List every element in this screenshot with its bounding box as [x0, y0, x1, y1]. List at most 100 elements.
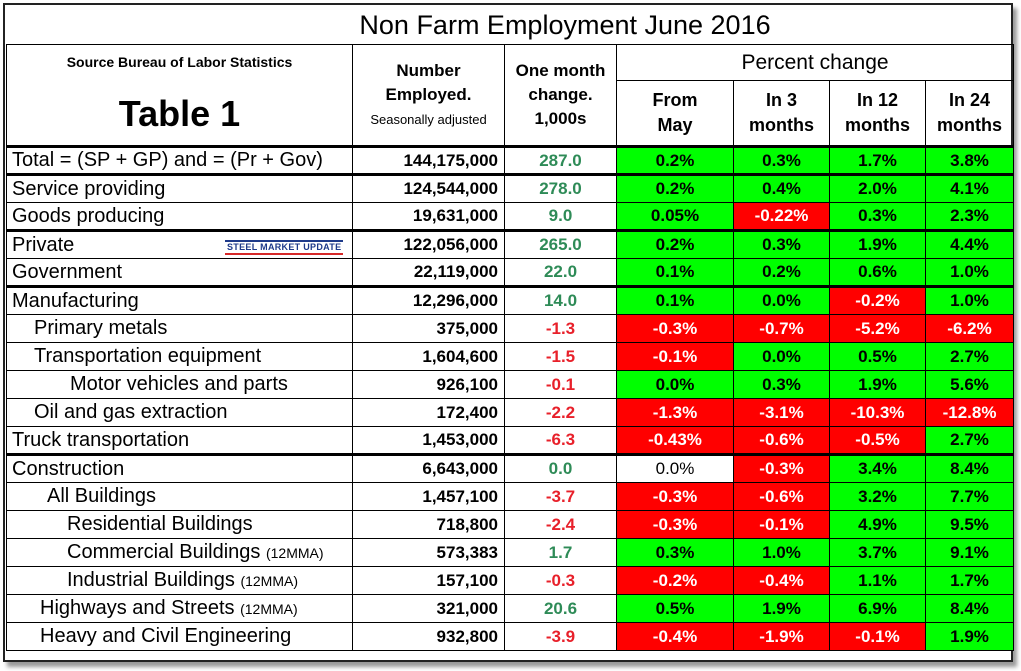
row-note: (12MMA)	[240, 601, 298, 617]
pct-12-months: 3.7%	[829, 538, 926, 567]
pct-3-months: 1.0%	[733, 538, 830, 567]
pct-12-months: -0.2%	[829, 285, 926, 315]
pct-24-months: 1.7%	[924, 566, 1015, 595]
in-3-months-header: In 3 months	[733, 80, 830, 147]
one-month-change-value: 287.0	[504, 145, 617, 175]
row-name: Service providing	[12, 177, 166, 200]
pct-from-may: 0.2%	[616, 229, 734, 259]
row-name: Industrial Buildings	[67, 569, 235, 591]
row-name: Private	[12, 233, 75, 256]
row-name: Construction	[12, 457, 125, 480]
table-row: Construction 6,643,000 0.0 0.0% -0.3% 3.4% 8.4…	[6, 453, 1015, 483]
pct-from-may: 0.2%	[616, 173, 734, 203]
pct-from-may: 0.1%	[616, 285, 734, 315]
in24-line2: months	[937, 115, 1003, 135]
source-note: Source Bureau of Labor Statistics	[66, 54, 293, 70]
row-name: Motor vehicles and parts	[70, 373, 288, 395]
pct-24-months: 1.0%	[924, 285, 1015, 315]
row-name-cell: Transportation equipment	[6, 342, 353, 371]
employed-value: 1,453,000	[352, 426, 505, 455]
table-row: Government 22,119,000 22.0 0.1% 0.2% 0.6% 1.0%	[6, 258, 1015, 287]
employed-value: 718,800	[352, 510, 505, 539]
pct-from-may: 0.0%	[616, 453, 734, 483]
table-row: Transportation equipment 1,604,600 -1.5 -0.…	[6, 342, 1015, 371]
row-name: All Buildings	[47, 485, 156, 507]
row-name-cell: Residential Buildings	[6, 510, 353, 539]
pct-12-months: -5.2%	[829, 314, 926, 343]
row-note: (12MMA)	[265, 545, 324, 561]
pct-24-months: 3.8%	[924, 145, 1015, 175]
pct-24-months: 2.3%	[924, 202, 1015, 231]
pct-24-months: 7.7%	[924, 482, 1015, 511]
one-month-change-value: -2.4	[504, 510, 617, 539]
employed-value: 932,800	[352, 622, 505, 651]
in3-line2: months	[749, 115, 814, 135]
pct-12-months: -0.1%	[829, 622, 926, 651]
pct-24-months: 8.4%	[924, 453, 1015, 483]
row-name: Oil and gas extraction	[34, 401, 228, 423]
pct-from-may: -1.3%	[616, 398, 734, 427]
pct-3-months: -0.6%	[733, 426, 830, 455]
row-name: Total = (SP + GP) and = (Pr + Gov)	[12, 149, 323, 172]
table-row: Primary metals 375,000 -1.3 -0.3% -0.7% -5.2%…	[6, 314, 1015, 343]
employed-value: 6,643,000	[352, 453, 505, 483]
employed-value: 144,175,000	[352, 145, 505, 175]
pct-12-months: -0.5%	[829, 426, 926, 455]
pct-3-months: -0.22%	[733, 202, 830, 231]
pct-24-months: 5.6%	[924, 370, 1015, 399]
pct-3-months: 0.4%	[733, 173, 830, 203]
number-header-line1: Number	[396, 60, 461, 80]
table-row: Service providing 124,544,000 278.0 0.2% 0.4…	[6, 173, 1015, 203]
change-header-line3: 1,000s	[534, 109, 587, 128]
pct-3-months: 0.3%	[733, 370, 830, 399]
row-name-cell: Private STEEL MARKET UPDATE	[6, 229, 353, 259]
row-note: (12MMA)	[240, 573, 298, 589]
table-row: Commercial Buildings (12MMA) 573,383 1.7 0.…	[6, 538, 1015, 567]
row-name: Highways and Streets	[40, 597, 235, 619]
row-name-cell: Manufacturing	[6, 285, 353, 315]
change-header-line1: One month	[515, 61, 606, 80]
table-row: Motor vehicles and parts 926,100 -0.1 0.0% 0…	[6, 370, 1015, 399]
one-month-change-value: 265.0	[504, 229, 617, 259]
number-header-line2: Employed.	[385, 84, 472, 104]
one-month-change-value: 9.0	[504, 202, 617, 231]
pct-24-months: 4.4%	[924, 229, 1015, 259]
in-12-months-header: In 12 months	[829, 80, 926, 147]
pct-3-months: -0.7%	[733, 314, 830, 343]
pct-24-months: 1.9%	[924, 622, 1015, 651]
one-month-change-value: -6.3	[504, 426, 617, 455]
pct-from-may: -0.43%	[616, 426, 734, 455]
row-name: Transportation equipment	[34, 345, 262, 367]
row-name: Residential Buildings	[67, 513, 253, 535]
table-row: Heavy and Civil Engineering 932,800 -3.9 -0…	[6, 622, 1015, 651]
employed-value: 12,296,000	[352, 285, 505, 315]
employed-value: 573,383	[352, 538, 505, 567]
table-row: Truck transportation 1,453,000 -6.3 -0.43% -…	[6, 426, 1015, 455]
pct-3-months: 0.0%	[733, 342, 830, 371]
number-header-line3: Seasonally adjusted	[370, 111, 487, 127]
change-header-line2: change.	[528, 85, 593, 104]
row-name: Heavy and Civil Engineering	[40, 625, 292, 647]
pct-from-may: -0.1%	[616, 342, 734, 371]
row-name-cell: Total = (SP + GP) and = (Pr + Gov)	[6, 145, 353, 175]
in12-line2: months	[845, 115, 910, 135]
pct-24-months: 9.5%	[924, 510, 1015, 539]
row-name-cell: Oil and gas extraction	[6, 398, 353, 427]
pct-from-may: -0.4%	[616, 622, 734, 651]
pct-12-months: 0.5%	[829, 342, 926, 371]
in3-line1: In 3	[765, 90, 797, 110]
pct-12-months: 1.9%	[829, 370, 926, 399]
one-month-change-value: -3.9	[504, 622, 617, 651]
number-employed-header: Number Employed. Seasonally adjusted	[352, 44, 505, 147]
source-cell: Source Bureau of Labor Statistics Table …	[6, 44, 353, 147]
pct-12-months: 6.9%	[829, 594, 926, 623]
row-name-cell: Service providing	[6, 173, 353, 203]
employed-value: 157,100	[352, 566, 505, 595]
pct-3-months: 1.9%	[733, 594, 830, 623]
pct-from-may: 0.2%	[616, 145, 734, 175]
pct-12-months: -10.3%	[829, 398, 926, 427]
table-row: All Buildings 1,457,100 -3.7 -0.3% -0.6% 3.2%…	[6, 482, 1015, 511]
pct-from-may: -0.2%	[616, 566, 734, 595]
from-may-header: From May	[616, 80, 734, 147]
in12-line1: In 12	[856, 90, 899, 110]
